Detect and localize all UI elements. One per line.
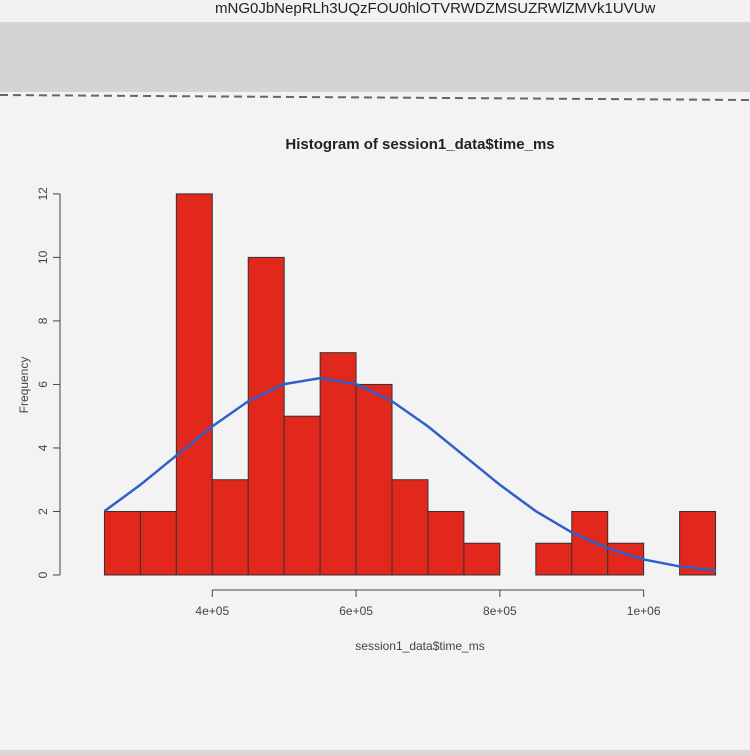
y-tick-label: 4 (36, 444, 50, 451)
y-tick-label: 0 (36, 571, 50, 578)
y-axis-label: Frequency (17, 357, 31, 414)
bar (355, 383, 393, 576)
pane-divider (0, 94, 750, 101)
bar (679, 510, 717, 576)
address-bar (0, 0, 750, 22)
bar (607, 542, 645, 576)
x-tick-label: 8e+05 (483, 604, 517, 618)
bar (139, 510, 177, 576)
toolbar-area (0, 22, 750, 92)
url-text: mNG0JbNepRLh3UQzFOU0hlOTVRWDZMSUZRWlZMVk… (215, 0, 656, 17)
bar (283, 415, 321, 576)
bar (319, 352, 357, 576)
y-tick-label: 6 (36, 381, 50, 388)
x-tick-label: 1e+06 (627, 604, 661, 618)
y-tick-label: 12 (36, 187, 50, 201)
y-tick-label: 2 (36, 508, 50, 515)
bar (535, 542, 573, 576)
bar (571, 510, 609, 576)
bar (391, 479, 429, 576)
bar (247, 256, 285, 576)
y-tick-label: 8 (36, 317, 50, 324)
bar (211, 479, 249, 576)
bar (175, 193, 213, 576)
x-axis-label: session1_data$time_ms (355, 639, 484, 653)
density-curve (103, 376, 716, 572)
bar (103, 510, 141, 576)
y-tick-label: 10 (36, 250, 50, 264)
chart-title: Histogram of session1_data$time_ms (285, 136, 554, 153)
bar (427, 510, 465, 576)
x-tick-label: 6e+05 (339, 604, 373, 618)
x-tick-label: 4e+05 (195, 604, 229, 618)
bar (463, 542, 501, 576)
